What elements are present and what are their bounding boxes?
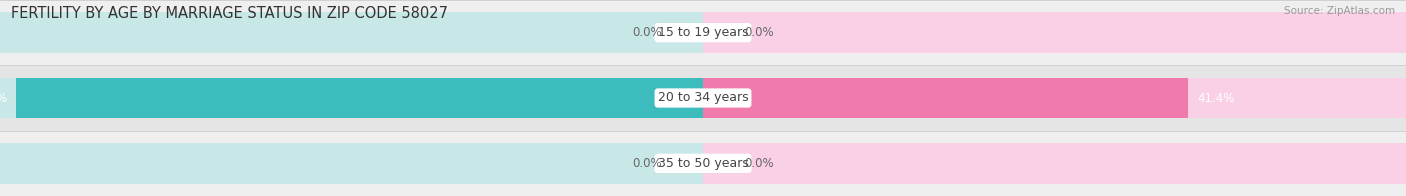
- Bar: [0, 131, 1406, 196]
- Text: 35 to 50 years: 35 to 50 years: [658, 157, 748, 170]
- Text: 0.0%: 0.0%: [633, 157, 662, 170]
- Text: FERTILITY BY AGE BY MARRIAGE STATUS IN ZIP CODE 58027: FERTILITY BY AGE BY MARRIAGE STATUS IN Z…: [11, 6, 449, 21]
- Bar: [703, 143, 1406, 184]
- Text: 41.4%: 41.4%: [1198, 92, 1234, 104]
- Bar: [703, 78, 1406, 118]
- Text: 0.0%: 0.0%: [744, 26, 773, 39]
- Bar: [703, 12, 1406, 53]
- Bar: [0, 65, 1406, 131]
- Bar: [17, 78, 703, 118]
- Bar: [0, 12, 703, 53]
- Bar: [0, 78, 703, 118]
- Bar: [703, 78, 1188, 118]
- Bar: [0, 143, 703, 184]
- Text: 20 to 34 years: 20 to 34 years: [658, 92, 748, 104]
- Text: 15 to 19 years: 15 to 19 years: [658, 26, 748, 39]
- Text: 0.0%: 0.0%: [633, 26, 662, 39]
- Text: 58.6%: 58.6%: [0, 92, 7, 104]
- Text: 0.0%: 0.0%: [744, 157, 773, 170]
- Text: Source: ZipAtlas.com: Source: ZipAtlas.com: [1284, 6, 1395, 16]
- Bar: [0, 0, 1406, 65]
